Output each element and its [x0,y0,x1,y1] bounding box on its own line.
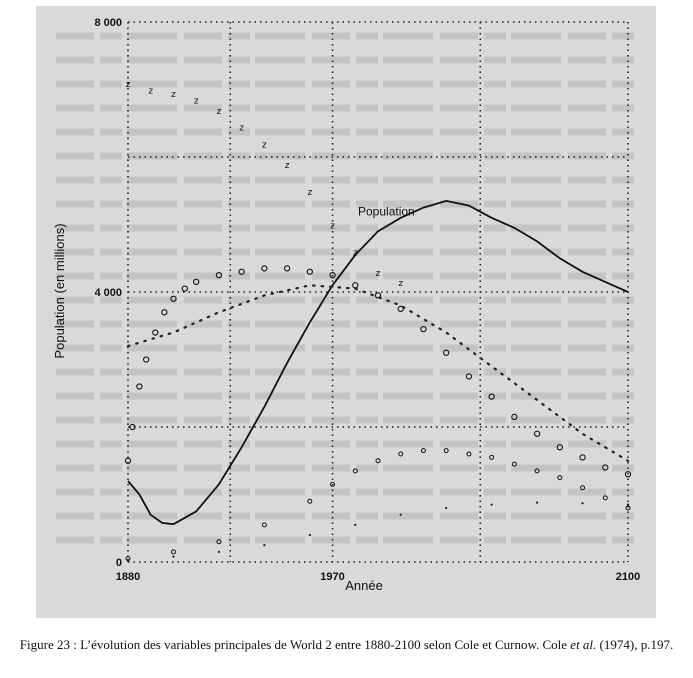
circle-marker [306,268,313,275]
circle-marker [397,305,404,313]
z-marker: z [126,80,131,90]
small-circle-marker [352,468,358,474]
tiny-dot-marker [263,544,266,547]
z-marker: z [171,90,176,100]
z-marker: z [307,188,312,198]
y-tick-label: 4 000 [94,287,122,299]
circle-marker [443,349,450,356]
small-circle-marker [557,475,563,481]
chart-grid [127,21,629,563]
tiny-dot-marker [308,533,311,537]
series-1: Population [127,199,629,526]
small-circle-marker [511,461,517,467]
tiny-dot-marker [581,502,584,505]
tiny-dot-marker [535,501,539,504]
population-line [127,199,629,526]
small-circle-marker [420,448,426,454]
tiny-dot-marker [445,506,448,510]
circle-marker [261,265,268,272]
small-circle-marker [466,451,472,457]
caption-etal: et al. [570,637,597,652]
tiny-dot-marker [126,558,130,562]
z-marker: z [148,87,153,97]
circle-marker [556,444,563,451]
caption-prefix: Figure 23 : L’évolution des variables pr… [19,637,568,652]
circle-marker [465,373,473,380]
tiny-dot-marker [626,503,630,506]
small-circle-marker [443,448,449,454]
z-marker: z [194,97,199,107]
circle-marker [624,471,632,478]
x-tick-label: 2100 [616,571,640,583]
circle-marker [329,271,336,279]
y-tick-label: 8 000 [94,17,122,29]
circle-marker [161,309,168,316]
small-circle-marker [602,495,608,501]
z-marker: z [353,249,358,259]
circle-marker [374,292,382,299]
circle-marker [238,268,245,275]
circle-marker [533,430,541,437]
tiny-dot-marker [172,555,175,558]
z-marker: z [330,222,335,232]
circle-marker [181,285,188,292]
small-circle-marker [216,539,222,545]
small-circle-marker [398,451,404,457]
circle-marker [152,329,159,336]
circle-marker [511,413,518,421]
chart-ticks: 0 4 000 8 000 1880 1970 2100 [94,17,640,583]
caption-suffix: (1974), p.197. [599,637,674,652]
series-3 [124,265,632,478]
small-circle-marker [261,522,267,528]
small-circle-marker [580,485,586,491]
small-circle-marker [625,505,631,511]
tiny-dot-marker [354,523,357,526]
x-tick-label: 1970 [320,571,344,583]
series-6 [126,501,630,562]
circle-marker [129,423,136,431]
circle-marker [193,278,200,286]
x-axis-label: Année [345,578,383,593]
circle-marker [143,356,150,363]
series-2: z z z z z z z z z z z z z [126,80,404,289]
chart-series: Population z z z z z z z z z z z z z [124,80,632,562]
z-marker: z [262,141,267,151]
tiny-dot-marker [399,513,402,516]
z-marker: z [217,107,222,117]
y-axis-label: Population (en millions) [52,223,67,358]
circle-marker [488,393,495,400]
tiny-dot-marker [217,550,221,553]
y-tick-label: 0 [116,557,122,569]
series-5 [125,448,631,562]
circle-marker [136,383,143,390]
small-circle-marker [375,458,381,464]
small-circle-marker [534,468,540,474]
circle-marker [602,464,609,471]
small-circle-marker [489,454,495,460]
z-marker: z [376,269,381,279]
small-circle-marker [307,498,313,504]
chart: Population z z z z z z z z z z z z z 0 4 000 8 000 1880 1… [52,17,640,593]
small-circle-marker [170,549,176,555]
circle-marker [579,454,586,461]
tiny-dot-marker [490,503,493,506]
circle-marker [124,457,132,464]
circle-marker [420,325,427,333]
z-marker: z [239,124,244,134]
bleed-through-text [56,32,636,544]
z-marker: z [398,279,403,289]
figure-caption: Figure 23 : L’évolution des variables pr… [10,636,683,653]
scanned-figure: Population z z z z z z z z z z z z z 0 4 000 8 000 1880 1… [36,6,656,618]
series-label: Population [358,204,415,218]
circle-marker [170,295,177,302]
circle-marker [352,282,359,289]
circle-marker [283,265,291,272]
z-marker: z [285,161,290,171]
circle-marker [215,271,223,279]
x-tick-label: 1880 [116,571,140,583]
small-circle-marker [330,481,336,487]
